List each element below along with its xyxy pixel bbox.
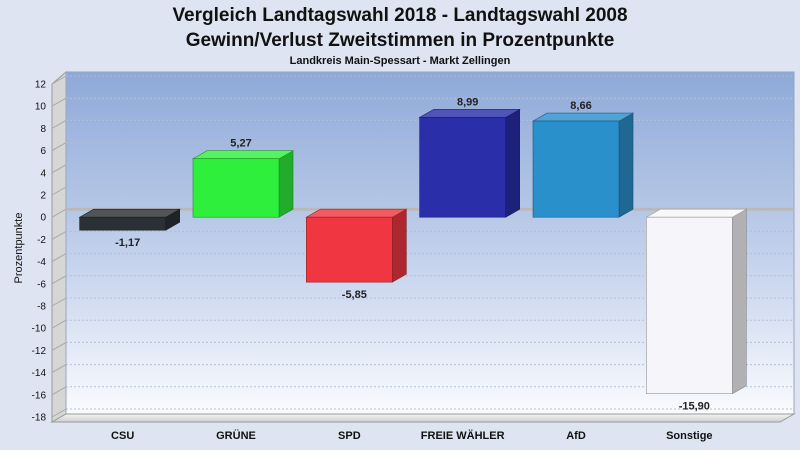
bar-side <box>278 150 294 218</box>
bar-value-label: 8,66 <box>570 100 591 112</box>
y-tick-label: 4 <box>40 168 46 179</box>
bar-side <box>618 112 634 218</box>
x-tick-label: CSU <box>111 430 134 442</box>
bar-top <box>531 112 635 122</box>
chart-caption: Landkreis Main-Spessart - Markt Zellinge… <box>290 55 511 67</box>
y-tick-label: -14 <box>32 368 47 379</box>
floor <box>50 413 796 423</box>
bar <box>79 216 166 231</box>
bar <box>306 216 393 283</box>
chart-subtitle: Gewinn/Verlust Zweitstimmen in Prozentpu… <box>186 30 615 51</box>
y-tick-label: -18 <box>32 413 47 424</box>
grid-wall-line <box>51 253 67 263</box>
y-axis-label: Prozentpunkte <box>13 213 25 284</box>
y-tick-label: -2 <box>37 235 46 246</box>
y-tick-label: 8 <box>40 124 46 135</box>
bar <box>646 216 733 394</box>
grid-wall-line <box>51 208 67 218</box>
x-tick-label: GRÜNE <box>216 429 256 442</box>
x-tick-label: SPD <box>338 430 361 442</box>
grid-wall-line <box>51 408 67 418</box>
grid-wall-line <box>51 186 67 196</box>
y-tick-label: 12 <box>35 80 47 91</box>
y-tick-label: -8 <box>37 302 46 313</box>
grid-wall-line <box>51 142 67 152</box>
y-tick-label: 10 <box>35 102 47 113</box>
bar-top <box>418 109 521 118</box>
bar-value-label: 5,27 <box>230 138 251 150</box>
y-tick-label: -4 <box>37 257 46 268</box>
y-tick-label: 2 <box>40 191 46 202</box>
bar-top <box>78 208 181 218</box>
bar <box>419 117 506 218</box>
bars <box>78 108 748 395</box>
y-axis-ticks: 12 10 8 6 4 2 0 -2 -4 -6 -8 -10 -12 -14 -16 -18 <box>32 80 47 424</box>
bar-top <box>645 208 748 218</box>
grid-wall-line <box>51 319 67 329</box>
bar-value-label: -1,17 <box>115 237 140 249</box>
bar-value-label: -15,90 <box>679 401 710 413</box>
value-labels: -1,17 5,27 -5,85 8,99 8,66 -15,90 <box>115 96 710 412</box>
bar-side <box>732 208 747 395</box>
x-tick-label: AfD <box>566 430 586 442</box>
y-tick-label: -12 <box>32 346 47 357</box>
category-labels: CSU GRÜNE SPD FREIE WÄHLER AfD Sonstige <box>111 429 713 442</box>
y-tick-label: -16 <box>32 390 47 401</box>
bar-side <box>392 208 407 283</box>
bar-value-label: 8,99 <box>457 96 478 108</box>
bar-top <box>191 150 295 160</box>
grid-wall-line <box>51 164 67 174</box>
x-tick-label: Sonstige <box>666 430 712 442</box>
y-tick-label: 6 <box>40 146 46 157</box>
bar <box>192 158 280 218</box>
bar <box>532 120 620 218</box>
bar-value-label: -5,85 <box>342 289 367 301</box>
y-tick-label: -6 <box>37 279 46 290</box>
chart-title: Vergleich Landtagswahl 2018 - Landtagswa… <box>172 5 627 26</box>
bar-top <box>305 208 408 218</box>
grid-wall-line <box>51 230 67 240</box>
grid-wall-line <box>51 75 67 85</box>
y-tick-label: -10 <box>32 324 47 335</box>
grid-wall-line <box>51 341 67 351</box>
grid-wall-line <box>51 386 67 396</box>
grid-wall-line <box>51 275 67 285</box>
grid-wall-line <box>51 97 67 107</box>
grid-wall-line <box>51 364 67 374</box>
y-tick-label: 0 <box>40 213 46 224</box>
x-tick-label: FREIE WÄHLER <box>421 429 505 442</box>
grid-wall-line <box>51 297 67 307</box>
bar-side <box>505 108 520 218</box>
grid-wall-line <box>51 119 67 129</box>
